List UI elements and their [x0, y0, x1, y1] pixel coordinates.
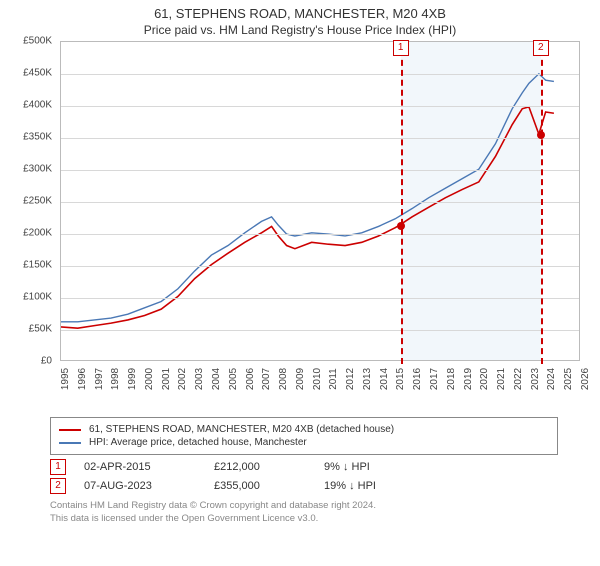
- x-tick-label: 2013: [362, 368, 373, 390]
- sale-marker-badge: 1: [393, 40, 409, 56]
- y-axis: £0£50K£100K£150K£200K£250K£300K£350K£400…: [10, 41, 56, 361]
- x-tick-label: 2003: [194, 368, 205, 390]
- x-tick-label: 2004: [211, 368, 222, 390]
- sale-marker-badge: 2: [533, 40, 549, 56]
- sale-date: 07-AUG-2023: [84, 480, 214, 492]
- sale-badge-icon: 1: [50, 459, 66, 475]
- y-tick-label: £0: [41, 356, 52, 367]
- chart-area: £0 £50K £100K £150K £200K £250K £300K £350K £400…: [10, 41, 590, 381]
- sale-marker-line: [541, 40, 543, 364]
- chart-title: 61, STEPHENS ROAD, MANCHESTER, M20 4XB: [0, 6, 600, 21]
- sale-delta: 19% ↓ HPI: [324, 480, 376, 492]
- legend-label: 61, STEPHENS ROAD, MANCHESTER, M20 4XB (…: [89, 424, 394, 435]
- y-tick-label: £200K: [23, 228, 52, 239]
- y-tick-label: £350K: [23, 132, 52, 143]
- x-axis: 1995199619971998199920002001200220032004…: [60, 361, 580, 381]
- x-tick-label: 2010: [312, 368, 323, 390]
- x-tick-label: 1995: [60, 368, 71, 390]
- sale-dot: [537, 131, 545, 139]
- plot-region: 12: [60, 41, 580, 361]
- x-tick-label: 2009: [295, 368, 306, 390]
- x-tick-label: 2007: [261, 368, 272, 390]
- footnote-line: Contains HM Land Registry data © Crown c…: [50, 500, 590, 513]
- x-tick-label: 2002: [177, 368, 188, 390]
- sales-table: 1 02-APR-2015£212,0009% ↓ HPI 2 07-AUG-2023…: [50, 459, 590, 494]
- y-tick-label: £400K: [23, 100, 52, 111]
- y-tick-label: £100K: [23, 292, 52, 303]
- y-tick-label: £500K: [23, 36, 52, 47]
- y-tick-label: £450K: [23, 68, 52, 79]
- legend-swatch: [59, 429, 81, 431]
- x-tick-label: 1996: [77, 368, 88, 390]
- legend-item: HPI: Average price, detached house, Manc…: [59, 437, 549, 448]
- x-tick-label: 2018: [446, 368, 457, 390]
- x-tick-label: 2011: [328, 368, 339, 390]
- x-tick-label: 2024: [546, 368, 557, 390]
- x-tick-label: 2014: [379, 368, 390, 390]
- legend: 61, STEPHENS ROAD, MANCHESTER, M20 4XB (…: [50, 417, 558, 455]
- sale-price: £212,000: [214, 461, 324, 473]
- series-price_paid: [61, 107, 554, 328]
- y-tick-label: £300K: [23, 164, 52, 175]
- legend-label: HPI: Average price, detached house, Manc…: [89, 437, 307, 448]
- sale-price: £355,000: [214, 480, 324, 492]
- x-tick-label: 2006: [245, 368, 256, 390]
- x-tick-label: 1997: [94, 368, 105, 390]
- x-tick-label: 2021: [496, 368, 507, 390]
- x-tick-label: 2023: [530, 368, 541, 390]
- x-tick-label: 2016: [412, 368, 423, 390]
- legend-item: 61, STEPHENS ROAD, MANCHESTER, M20 4XB (…: [59, 424, 549, 435]
- x-tick-label: 2022: [513, 368, 524, 390]
- legend-swatch: [59, 442, 81, 444]
- y-tick-label: £250K: [23, 196, 52, 207]
- sale-marker-line: [401, 40, 403, 364]
- y-tick-label: £150K: [23, 260, 52, 271]
- y-tick-label: £50K: [29, 324, 52, 335]
- x-tick-label: 2005: [228, 368, 239, 390]
- x-tick-label: 2001: [161, 368, 172, 390]
- sale-row: 2 07-AUG-2023£355,00019% ↓ HPI: [50, 478, 590, 494]
- x-tick-label: 2012: [345, 368, 356, 390]
- x-tick-label: 2025: [563, 368, 574, 390]
- x-tick-label: 2020: [479, 368, 490, 390]
- x-tick-label: 2000: [144, 368, 155, 390]
- x-tick-label: 2026: [580, 368, 591, 390]
- footnote-line: This data is licensed under the Open Gov…: [50, 513, 590, 526]
- chart-subtitle: Price paid vs. HM Land Registry's House …: [0, 23, 600, 37]
- sale-badge-icon: 2: [50, 478, 66, 494]
- series-hpi: [61, 74, 554, 322]
- sale-row: 1 02-APR-2015£212,0009% ↓ HPI: [50, 459, 590, 475]
- sale-date: 02-APR-2015: [84, 461, 214, 473]
- sale-delta: 9% ↓ HPI: [324, 461, 370, 473]
- x-tick-label: 2008: [278, 368, 289, 390]
- x-tick-label: 1999: [127, 368, 138, 390]
- line-layer: [61, 42, 579, 360]
- x-tick-label: 2017: [429, 368, 440, 390]
- sale-dot: [397, 222, 405, 230]
- x-tick-label: 2015: [395, 368, 406, 390]
- x-tick-label: 2019: [463, 368, 474, 390]
- footnote: Contains HM Land Registry data © Crown c…: [50, 500, 590, 526]
- x-tick-label: 1998: [110, 368, 121, 390]
